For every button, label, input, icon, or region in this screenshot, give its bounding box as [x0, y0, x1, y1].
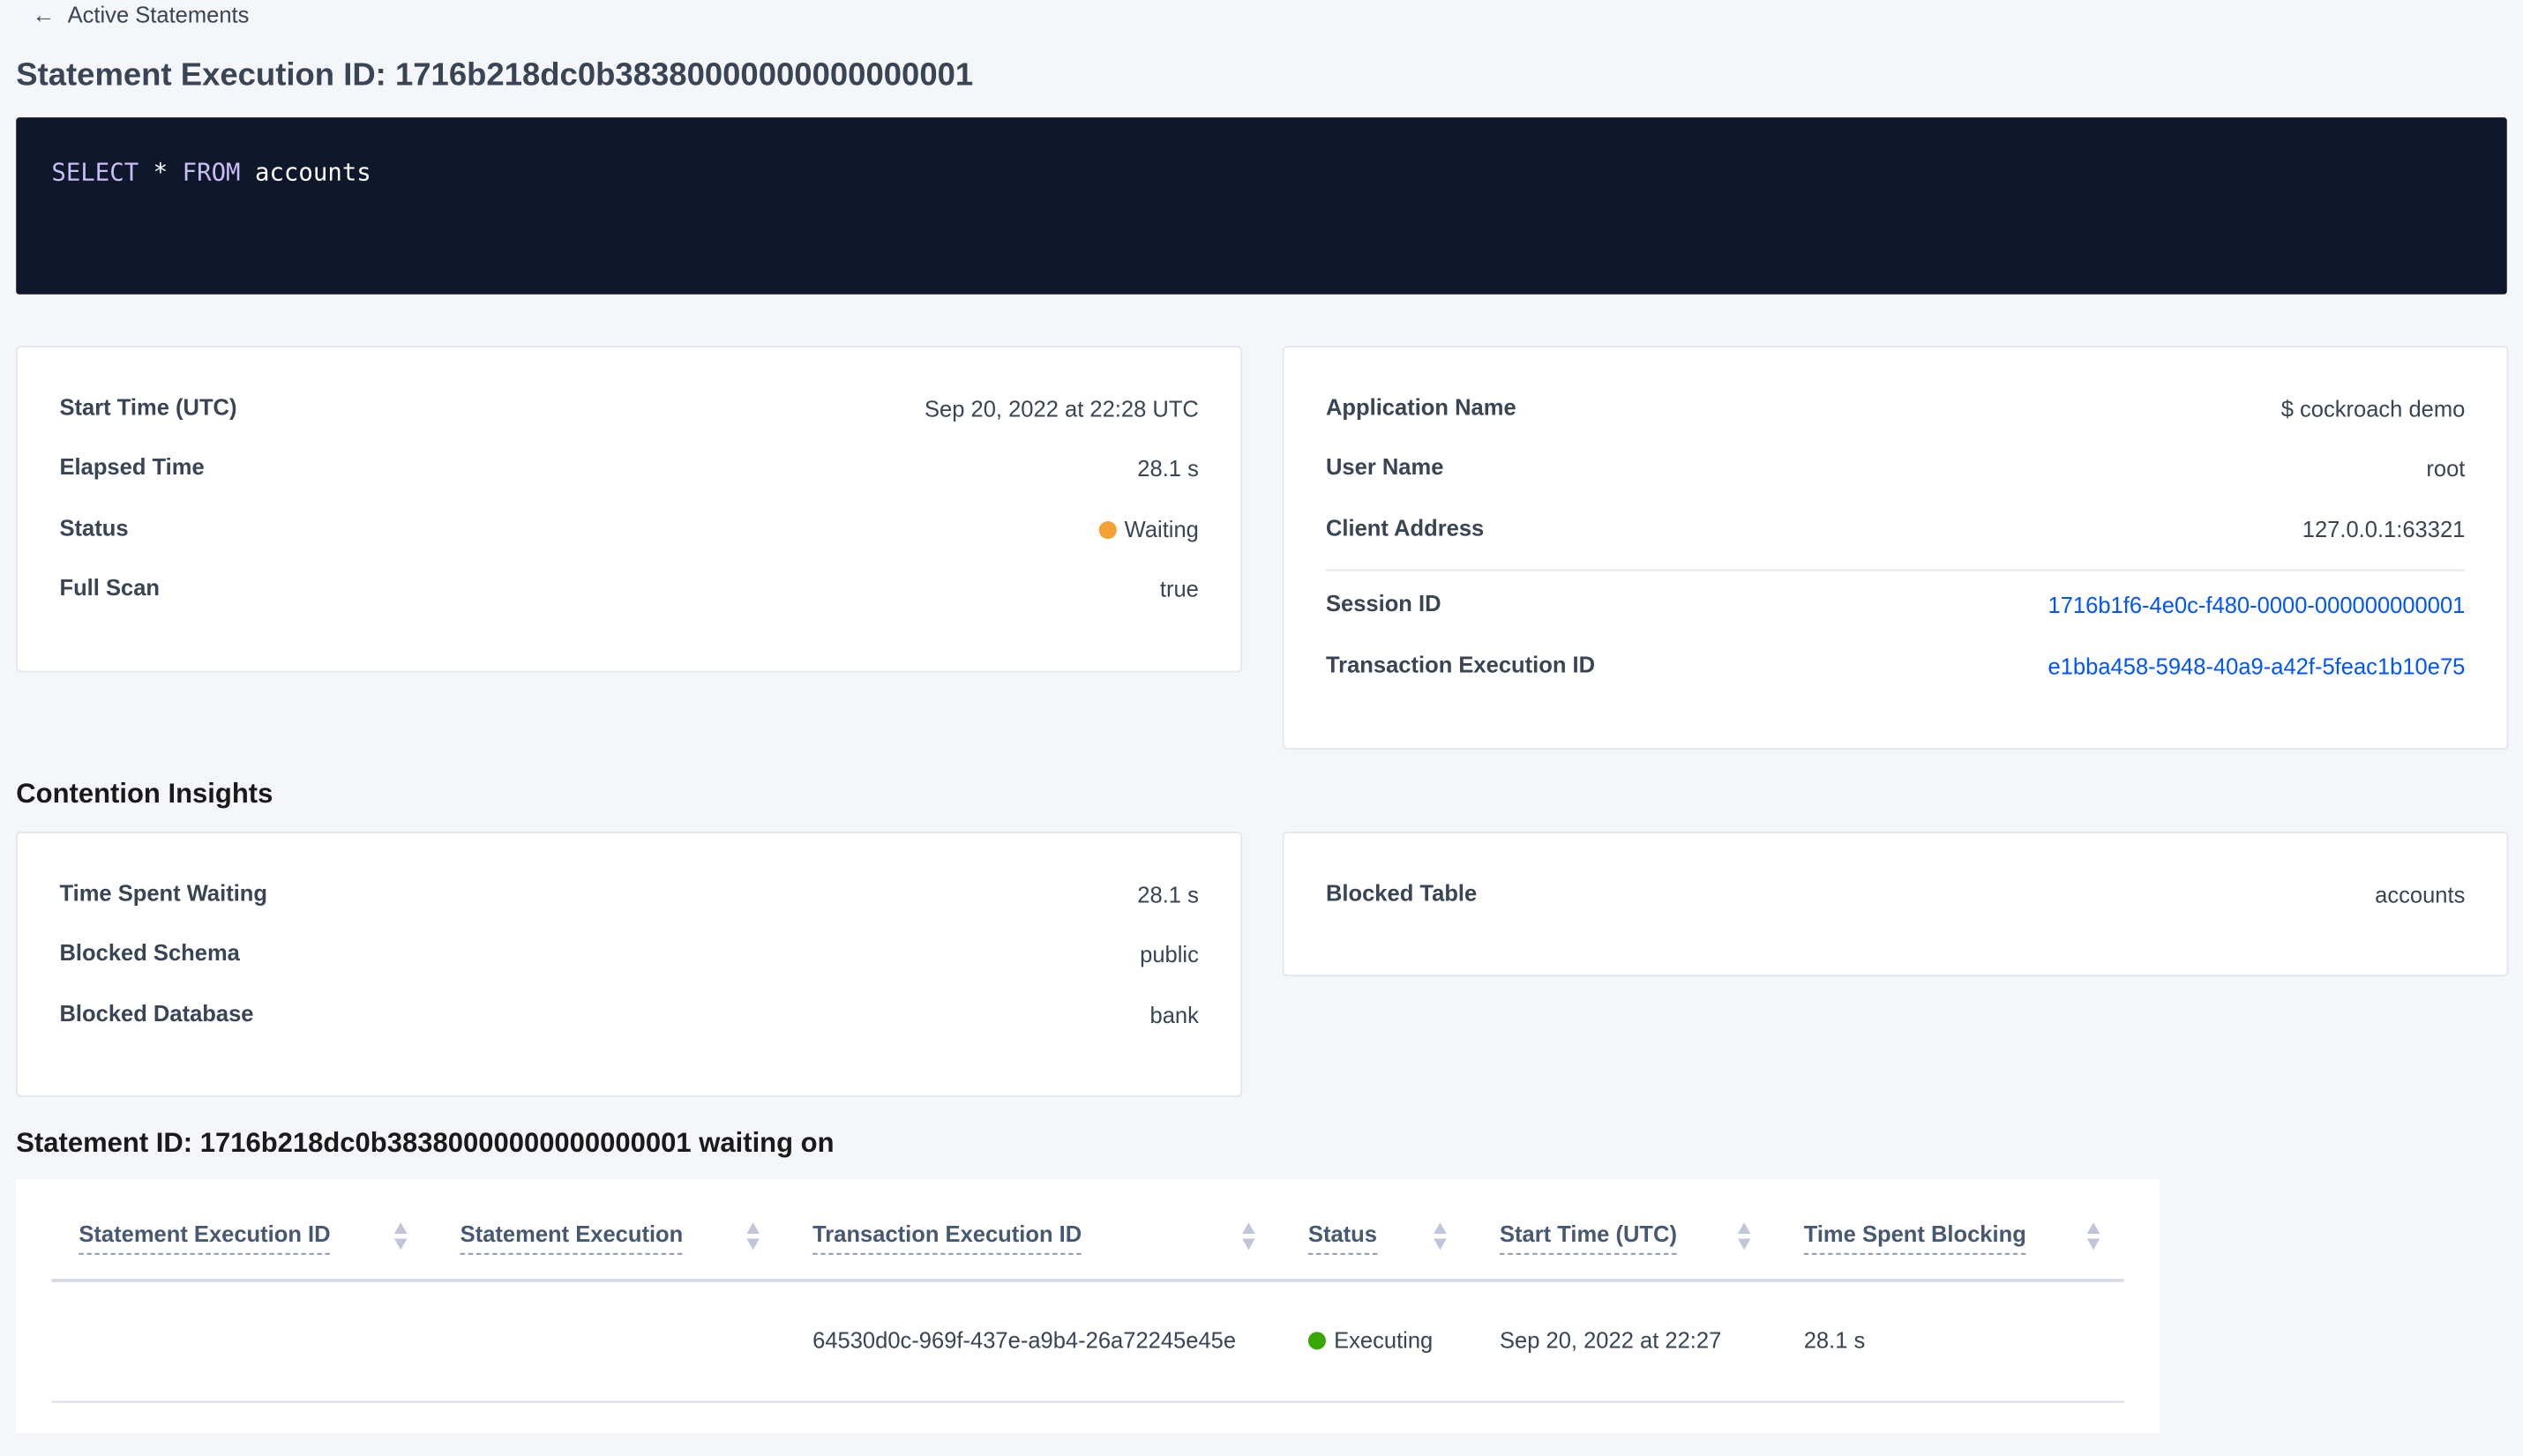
back-link-label: Active Statements — [67, 1, 250, 28]
info-label: Status — [59, 514, 129, 541]
sort-icon[interactable] — [2085, 1222, 2101, 1251]
info-value: root — [2426, 455, 2466, 482]
sort-icon[interactable] — [1432, 1222, 1448, 1251]
sort-icon[interactable] — [1240, 1222, 1256, 1251]
info-label: Blocked Table — [1325, 879, 1478, 906]
column-header-statement-execution[interactable]: Statement Execution — [460, 1221, 684, 1255]
sql-star: * — [153, 157, 168, 187]
column-header-time-spent-blocking[interactable]: Time Spent Blocking — [1803, 1221, 2026, 1255]
info-value: true — [1159, 575, 1199, 602]
sql-table: accounts — [254, 157, 371, 187]
info-row: Transaction Execution ID e1bba458-5948-40… — [1326, 652, 2465, 683]
info-row: Blocked Table accounts — [1326, 880, 2465, 912]
sort-icon[interactable] — [745, 1222, 761, 1251]
info-row: Time Spent Waiting 28.1 s — [59, 880, 1198, 912]
info-row: Start Time (UTC) Sep 20, 2022 at 22:28 UT… — [59, 394, 1198, 426]
column-header-start-time[interactable]: Start Time (UTC) — [1499, 1221, 1677, 1255]
sort-icon[interactable] — [1736, 1222, 1752, 1251]
contention-card-right: Blocked Table accounts — [1282, 832, 2509, 977]
back-link[interactable]: ← Active Statements — [32, 2, 249, 27]
info-label: Client Address — [1325, 514, 1485, 541]
info-label: Elapsed Time — [59, 453, 205, 480]
info-value: 127.0.0.1:63321 — [2302, 516, 2466, 542]
info-row: Blocked Database bank — [59, 1001, 1198, 1033]
contention-card-left: Time Spent Waiting 28.1 s Blocked Schema p… — [16, 832, 1243, 1097]
cell-status: Executing — [1307, 1326, 1434, 1353]
info-label: Session ID — [1325, 590, 1441, 616]
sql-keyword: FROM — [182, 157, 241, 187]
sort-icon[interactable] — [393, 1222, 408, 1251]
row-divider — [51, 1400, 2124, 1403]
info-label: Transaction Execution ID — [1325, 651, 1596, 677]
divider — [1325, 569, 2466, 571]
info-row: Status Waiting — [59, 515, 1198, 547]
sql-keyword: SELECT — [51, 157, 139, 187]
status-text: Executing — [1334, 1326, 1434, 1353]
info-value: public — [1140, 941, 1199, 967]
column-header-statement-execution-id[interactable]: Statement Execution ID — [79, 1221, 331, 1255]
status-dot-icon — [1307, 1332, 1326, 1350]
info-row: Full Scan true — [59, 574, 1198, 606]
info-row: Session ID 1716b1f6-4e0c-f480-0000-000000… — [1326, 590, 2465, 622]
info-value: 28.1 s — [1137, 881, 1199, 907]
info-row: User Name root — [1326, 453, 2465, 485]
cell-start-time: Sep 20, 2022 at 22:27 — [1499, 1326, 1722, 1353]
info-label: Blocked Database — [59, 1000, 254, 1027]
info-value: 28.1 s — [1137, 455, 1199, 482]
info-label: Time Spent Waiting — [59, 879, 268, 906]
overview-card-left: Start Time (UTC) Sep 20, 2022 at 22:28 UT… — [16, 346, 1243, 673]
overview-card-right: Application Name $ cockroach demo User Na… — [1282, 346, 2509, 750]
arrow-left-icon: ← — [32, 1, 56, 28]
info-value: accounts — [2375, 881, 2466, 907]
sql-code-block: SELECT * FROM accounts — [16, 117, 2507, 295]
session-id-link[interactable]: 1716b1f6-4e0c-f480-0000-000000000001 — [2048, 592, 2466, 618]
info-label: Start Time (UTC) — [59, 393, 237, 421]
status-text: Waiting — [1124, 516, 1199, 542]
info-row: Elapsed Time 28.1 s — [59, 453, 1198, 485]
info-row: Client Address 127.0.0.1:63321 — [1326, 515, 2465, 547]
status-badge: Waiting — [1098, 516, 1199, 542]
info-label: Full Scan — [59, 574, 161, 601]
sql-query: SELECT * FROM accounts — [51, 158, 371, 187]
waiting-on-heading: Statement ID: 1716b218dc0b38380000000000… — [16, 1127, 835, 1159]
contention-heading: Contention Insights — [16, 778, 273, 810]
info-value: bank — [1149, 1002, 1199, 1028]
cell-time-spent-blocking: 28.1 s — [1803, 1326, 1866, 1353]
info-row: Application Name $ cockroach demo — [1326, 394, 2465, 426]
info-label: Application Name — [1325, 393, 1516, 421]
info-label: User Name — [1325, 453, 1444, 480]
info-value: Sep 20, 2022 at 22:28 UTC — [924, 395, 1199, 422]
info-row: Blocked Schema public — [59, 939, 1198, 971]
info-label: Blocked Schema — [59, 939, 240, 966]
info-value: $ cockroach demo — [2280, 395, 2466, 422]
column-header-status[interactable]: Status — [1307, 1221, 1377, 1255]
cell-transaction-execution-id: 64530d0c-969f-437e-a9b4-26a72245e45e — [812, 1326, 1237, 1353]
transaction-execution-id-link[interactable]: e1bba458-5948-40a9-a42f-5feac1b10e75 — [2048, 653, 2466, 679]
status-dot-icon — [1098, 520, 1117, 540]
waiting-on-table: Statement Execution ID Statement Executi… — [16, 1178, 2160, 1434]
column-header-transaction-execution-id[interactable]: Transaction Execution ID — [812, 1221, 1082, 1255]
header-divider — [51, 1279, 2124, 1282]
page-title: Statement Execution ID: 1716b218dc0b3838… — [16, 57, 974, 93]
